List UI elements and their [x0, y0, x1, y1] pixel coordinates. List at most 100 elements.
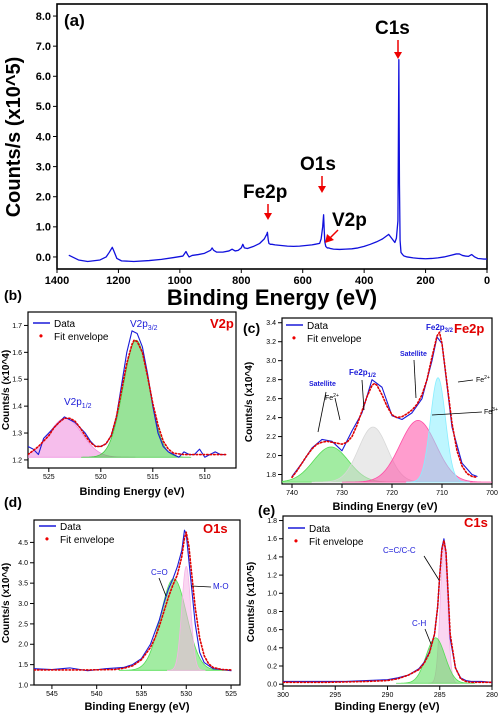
survey-spectrum-panel: 1400 1200 1000 800 600 400 200 0 0.0 1.0 2.0 3.0 4.0… — [3, 3, 490, 310]
arrowhead-v2p — [325, 234, 334, 243]
y-tick-label: 1.4 — [12, 404, 22, 411]
panel-label: (e) — [258, 502, 275, 518]
x-tick-label: 515 — [147, 474, 159, 481]
x-tick-label: 730 — [336, 490, 348, 497]
x-tick-label: 525 — [43, 474, 55, 481]
tick-layer: 545 540 535 530 525 1.0 1.5 2.0 2.5 3.0 3.5 4.0 4.5 — [18, 540, 237, 698]
arrow-c-h — [424, 628, 432, 645]
arrow-fe2plus-right — [457, 379, 474, 383]
arrow-fe2plus-left — [334, 397, 341, 421]
peak-label-c-c: C=C/C-C — [383, 546, 416, 555]
x-tick-label: 200 — [416, 275, 434, 287]
data-series — [34, 529, 232, 672]
peak-label-fe2p12: Fe2p1/2 — [349, 368, 377, 379]
y-tick-label: 7.0 — [36, 41, 51, 53]
peak-component — [167, 565, 206, 671]
legend: Data • Fit envelope — [286, 321, 362, 345]
y-tick-label: 1.2 — [12, 457, 22, 464]
plot-area — [282, 331, 492, 483]
x-axis-label: Binding Energy (eV) — [79, 486, 184, 498]
x-tick-label: 400 — [355, 275, 373, 287]
x-tick-label: 720 — [386, 490, 398, 497]
fit-envelope-series — [34, 531, 232, 671]
y-axis-label: Counts/s (x10^4) — [1, 350, 12, 430]
y-tick-label: 2.2 — [266, 434, 276, 441]
legend: Data • Fit envelope — [39, 522, 115, 546]
y-tick-label: 2.0 — [18, 642, 28, 649]
y-tick-label: 3.5 — [18, 581, 28, 588]
peak-label-v2p12: V2p1/2 — [64, 397, 92, 410]
y-tick-label: 1.6 — [12, 350, 22, 357]
y-tick-label: 2.5 — [18, 621, 28, 628]
legend-label-fit: Fit envelope — [60, 535, 115, 546]
arrow-v2p — [329, 229, 339, 239]
y-axis-label: Counts/s (x10^5) — [3, 57, 25, 218]
x-axis-label: Binding Energy (eV) — [332, 501, 437, 513]
x-tick-label: 540 — [91, 691, 103, 698]
legend-label-data: Data — [309, 524, 331, 535]
y-tick-label: 1.4 — [267, 554, 277, 561]
x-tick-label: 525 — [225, 691, 237, 698]
x-tick-label: 800 — [232, 275, 250, 287]
y-tick-label: 2.4 — [266, 415, 276, 422]
panel-title: O1s — [203, 521, 228, 536]
x-tick-label: 520 — [95, 474, 107, 481]
arrow-c-c — [423, 555, 440, 581]
y-tick-label: 0.8 — [267, 609, 277, 616]
panel-title: V2p — [210, 316, 234, 331]
peak-component — [406, 377, 470, 483]
plot-frame — [33, 519, 241, 686]
panel-label: (d) — [4, 494, 22, 510]
y-tick-label: 0.0 — [267, 682, 277, 689]
y-tick-label: 8.0 — [36, 11, 51, 23]
y-tick-label: 3.0 — [18, 601, 28, 608]
x-tick-label: 295 — [329, 692, 341, 699]
y-tick-label: 6.0 — [36, 71, 51, 83]
fit-envelope-series — [283, 539, 492, 684]
x-tick-label: 1200 — [106, 275, 130, 287]
tick-layer: 1400 1200 1000 800 600 400 200 0 0.0 1.0 2.0 3.0 4.0… — [36, 11, 490, 287]
y-tick-label: 3.0 — [266, 358, 276, 365]
x-tick-label: 700 — [486, 490, 498, 497]
y-tick-label: 1.7 — [12, 323, 22, 330]
y-tick-label: 2.6 — [266, 396, 276, 403]
peak-component — [342, 420, 492, 483]
x-tick-label: 300 — [277, 692, 289, 699]
y-tick-label: 2.0 — [36, 192, 51, 204]
x-tick-label: 710 — [436, 490, 448, 497]
tick-layer: 740 730 720 710 700 1.8 2.0 2.2 2.4 2.6 2.8 3.0 3.2 3… — [266, 320, 498, 497]
panel-label: (c) — [243, 320, 260, 336]
arrowhead-c1s — [394, 52, 402, 59]
peak-label-fe3plus: Fe3+ — [484, 407, 498, 416]
arrow-fe2p12 — [361, 379, 365, 411]
y-tick-label: 0.0 — [36, 252, 51, 264]
plot-frame — [56, 3, 488, 270]
tick-layer: 300 295 290 285 280 0.0 0.2 0.4 0.6 0.8 1.0 1.2 1.4 1… — [267, 518, 498, 699]
plot-frame — [281, 317, 493, 485]
x-tick-label: 0 — [484, 275, 490, 287]
o1s-panel: (d) 545 540 535 530 525 1.0 1.5 2.0 2.5 3.0 3.5 4.0… — [1, 494, 241, 713]
data-series — [68, 59, 487, 263]
y-tick-label: 1.5 — [18, 662, 28, 669]
peak-label-c-o: C=O — [151, 568, 168, 577]
y-tick-label: 0.4 — [267, 645, 277, 652]
x-tick-label: 290 — [382, 692, 394, 699]
legend-marker-fit: • — [292, 331, 296, 345]
annotation-o1s: O1s — [300, 154, 336, 175]
x-tick-label: 510 — [199, 474, 211, 481]
plot-frame — [27, 311, 237, 469]
x-axis-label: Binding Energy (eV) — [334, 701, 439, 713]
y-tick-label: 1.3 — [12, 430, 22, 437]
panel-label: (a) — [64, 11, 85, 30]
peak-label-m-o: M-O — [213, 582, 229, 591]
arrowhead-o1s — [318, 186, 326, 193]
y-tick-label: 3.4 — [266, 320, 276, 327]
y-tick-label: 0.2 — [267, 663, 277, 670]
v2p-panel: (b) 525 520 515 510 1.2 1.3 1.4 1.5 1.6 1.7 Bindi… — [1, 287, 237, 498]
arrow-satellite-right — [413, 359, 417, 399]
peak-annotations: C1s O1s Fe2p V2p — [243, 18, 410, 243]
x-tick-label: 530 — [180, 691, 192, 698]
y-tick-label: 1.0 — [18, 682, 28, 689]
annotation-fe2p: Fe2p — [243, 182, 287, 203]
legend: Data • Fit envelope — [33, 319, 109, 343]
